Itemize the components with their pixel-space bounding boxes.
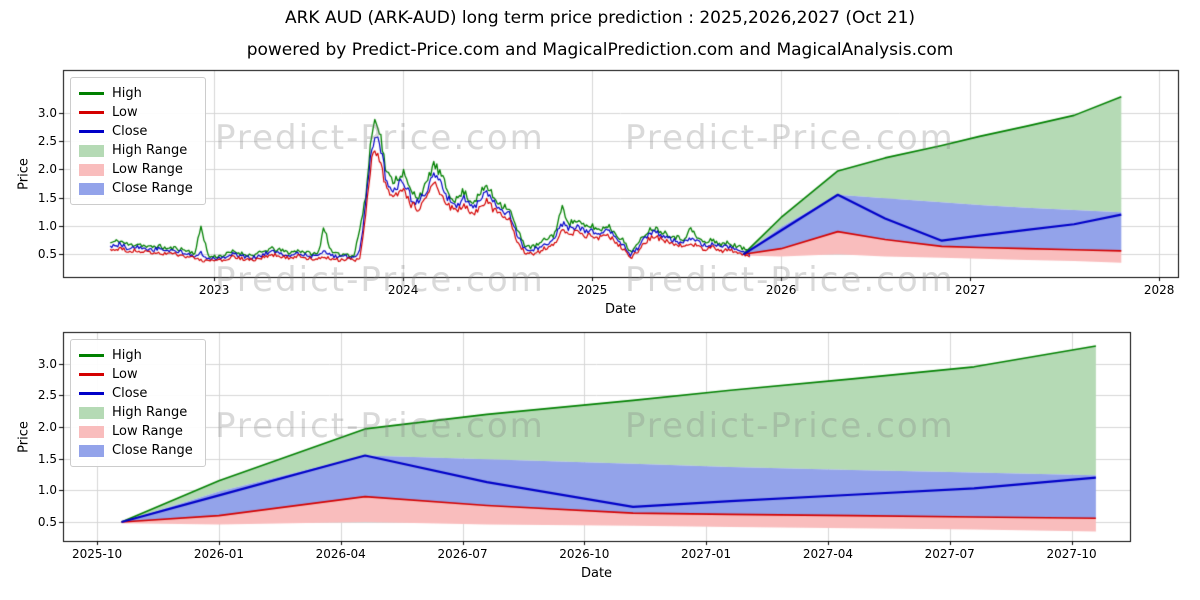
chart-legend: High Low Close High Range Low Range Close Ran… [70,339,206,467]
y-tick-label: 0.5 [37,515,57,529]
legend-label: Low Range [112,424,183,439]
legend-item: Close [79,384,193,403]
x-tick-label: 2026-01 [193,547,244,561]
legend-item: Low [79,103,193,122]
watermark-text: Predict-Price.com [625,406,955,446]
legend-patch-swatch-icon [79,444,104,457]
legend-label: Close [112,386,148,401]
x-tick-label: 2026 [765,283,797,297]
legend-label: Close Range [112,443,193,458]
legend-label: High [112,86,142,101]
x-tick-label: 2028 [1143,283,1175,297]
legend-patch-swatch-icon [79,425,104,438]
chart-legend: High Low Close High Range Low Range Close Ran… [70,77,206,205]
legend-label: High [112,348,142,363]
legend-line-swatch-icon [79,130,104,133]
x-tick-label: 2027-10 [1046,547,1097,561]
legend-label: High Range [112,405,188,420]
y-tick-label: 1.5 [37,451,57,466]
legend-label: Low Range [112,162,183,177]
legend-label: Close [112,124,148,139]
legend-item: Close Range [79,441,193,460]
x-tick-label: 2026-10 [559,547,610,561]
legend-line-swatch-icon [79,111,104,114]
y-tick-label: 1.0 [37,483,57,498]
legend-patch-swatch-icon [79,144,104,157]
legend-label: Close Range [112,181,193,196]
legend-item: High Range [79,141,193,160]
legend-patch-swatch-icon [79,182,104,195]
bottom-chart-x-axis-label: Date [580,566,613,581]
legend-item: Low [79,365,193,384]
legend-label: Low [112,367,138,382]
legend-label: High Range [112,143,188,158]
y-tick-label: 2.5 [37,133,57,148]
legend-patch-swatch-icon [79,406,104,419]
legend-line-swatch-icon [79,92,104,95]
x-tick-label: 2026-04 [315,547,366,561]
watermark-text: Predict-Price.com [625,118,955,158]
x-tick-label: 2024 [387,283,419,297]
y-tick-label: 3.0 [37,105,57,120]
legend-item: Low Range [79,422,193,441]
top-chart-x-axis-label: Date [604,302,637,317]
legend-item: High Range [79,403,193,422]
x-tick-label: 2026-07 [437,547,488,561]
legend-label: Low [112,105,138,120]
x-tick-label: 2027-04 [802,547,853,561]
legend-item: Low Range [79,160,193,179]
legend-line-swatch-icon [79,373,104,376]
legend-item: High [79,346,193,365]
y-tick-label: 2.0 [37,162,57,177]
watermark-text: Predict-Price.com [215,118,545,158]
y-tick-label: 1.5 [37,190,57,205]
legend-item: Close [79,122,193,141]
legend-line-swatch-icon [79,354,104,357]
x-tick-label: 2027-01 [681,547,732,561]
y-tick-label: 2.0 [37,420,57,434]
legend-patch-swatch-icon [79,163,104,176]
x-tick-label: 2027-07 [924,547,975,561]
legend-item: High [79,84,193,103]
legend-item: Close Range [79,179,193,198]
y-tick-label: 1.0 [37,218,57,233]
x-tick-label: 2025 [576,283,608,297]
y-tick-label: 3.0 [37,356,57,371]
y-tick-label: 0.5 [37,247,57,262]
x-tick-label: 2025-10 [72,547,123,561]
x-tick-label: 2027 [954,283,986,297]
y-tick-label: 2.5 [37,388,57,403]
watermark-text: Predict-Price.com [215,406,545,446]
x-tick-label: 2023 [198,283,230,297]
legend-line-swatch-icon [79,392,104,395]
